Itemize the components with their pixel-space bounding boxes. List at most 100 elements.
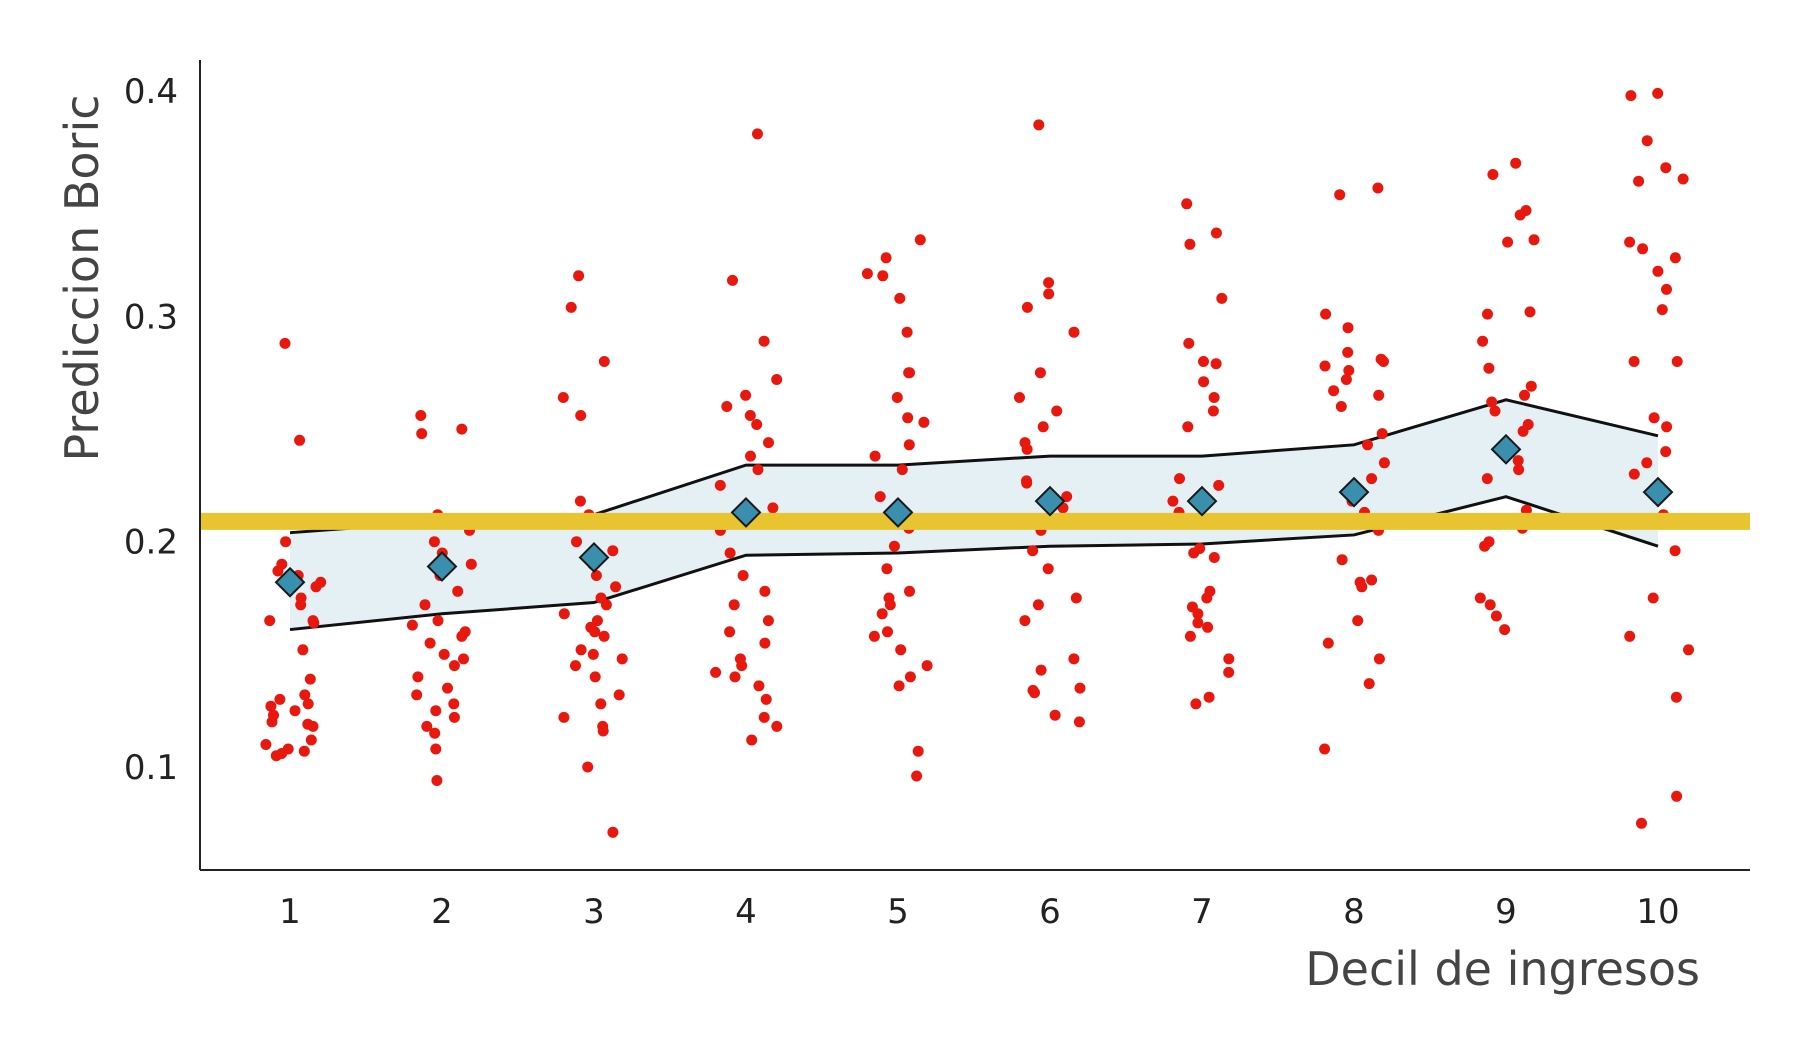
data-point [1014, 392, 1025, 403]
data-point [1319, 360, 1331, 372]
data-point [901, 326, 913, 338]
data-point [448, 698, 460, 710]
data-point [1073, 716, 1085, 728]
data-point [598, 356, 610, 367]
data-point [918, 416, 930, 428]
data-point [1484, 599, 1496, 611]
y-tick-label: 0.3 [124, 297, 178, 337]
data-point [1499, 624, 1511, 636]
mean-marker [1338, 476, 1370, 508]
data-point [1074, 682, 1086, 694]
data-point [1334, 189, 1346, 201]
data-point [861, 268, 873, 280]
data-point [1671, 356, 1683, 367]
data-point [1322, 637, 1334, 649]
data-point [438, 648, 450, 660]
data-point [1068, 326, 1080, 338]
y-tick-label: 0.4 [124, 72, 178, 112]
data-point [1670, 691, 1682, 703]
data-point [1343, 365, 1355, 376]
data-point [1184, 238, 1196, 250]
data-point [1502, 236, 1514, 248]
x-tick-label: 9 [1495, 892, 1517, 932]
x-tick-label: 4 [735, 892, 757, 932]
data-point [1174, 473, 1185, 485]
mean-marker [1490, 433, 1522, 465]
mean-marker [730, 496, 762, 528]
data-point [260, 739, 272, 750]
data-point [884, 599, 896, 611]
data-point [904, 671, 916, 683]
data-point [432, 615, 444, 627]
data-point [1514, 209, 1526, 221]
data-point [868, 630, 880, 642]
x-tick-label: 5 [887, 892, 909, 932]
data-point [430, 743, 442, 755]
data-point [1042, 563, 1054, 575]
data-point [903, 439, 915, 451]
data-point [759, 637, 771, 649]
data-point [412, 671, 424, 683]
data-point [746, 734, 758, 746]
data-point [598, 630, 610, 642]
data-point [1624, 630, 1636, 642]
data-point [921, 660, 933, 672]
data-point [299, 689, 311, 701]
data-point [1487, 169, 1499, 180]
data-point [740, 389, 752, 401]
data-point [745, 450, 756, 462]
data-point [1479, 540, 1491, 552]
data-point [456, 423, 468, 435]
data-point [1182, 421, 1194, 433]
mean-marker [578, 542, 610, 573]
data-point [1202, 621, 1214, 633]
mean-marker [1186, 485, 1218, 517]
x-tick-label: 7 [1191, 892, 1213, 932]
data-point [1625, 90, 1637, 102]
data-point [1198, 356, 1209, 367]
data-point [751, 419, 763, 430]
x-tick-label: 6 [1039, 892, 1061, 932]
data-point [902, 412, 914, 424]
x-tick-label: 10 [1636, 892, 1679, 932]
data-point [1342, 322, 1354, 334]
data-point [595, 698, 607, 710]
data-point [1490, 610, 1502, 622]
data-point [744, 410, 756, 421]
mean-marker [1034, 485, 1066, 517]
data-point [1210, 227, 1222, 239]
x-tick-label: 1 [279, 892, 301, 932]
data-point [587, 648, 599, 660]
data-point [1628, 356, 1640, 367]
data-point [1366, 574, 1378, 586]
data-point [724, 547, 736, 559]
data-point [1198, 376, 1210, 388]
data-point [759, 585, 771, 597]
data-point [307, 615, 319, 627]
data-point [882, 626, 893, 638]
data-point [1378, 457, 1390, 469]
data-point [1021, 301, 1033, 313]
data-point [1021, 443, 1033, 455]
data-point [406, 619, 418, 631]
data-point [1671, 790, 1683, 802]
data-point [710, 666, 722, 678]
data-point [270, 750, 282, 762]
data-point [1027, 545, 1039, 557]
data-point [1037, 421, 1049, 433]
data-point [1070, 592, 1082, 604]
data-point [1207, 405, 1219, 417]
data-point [1510, 157, 1522, 169]
data-point [911, 770, 923, 782]
data-point [1223, 666, 1235, 678]
data-point [305, 734, 317, 746]
data-point [1034, 367, 1046, 379]
data-point [280, 536, 292, 548]
axes-layer [199, 60, 1750, 871]
data-point [1061, 491, 1073, 503]
data-point [1372, 182, 1384, 194]
data-point [574, 495, 586, 507]
data-point [570, 660, 581, 672]
x-tick-label: 3 [583, 892, 605, 932]
